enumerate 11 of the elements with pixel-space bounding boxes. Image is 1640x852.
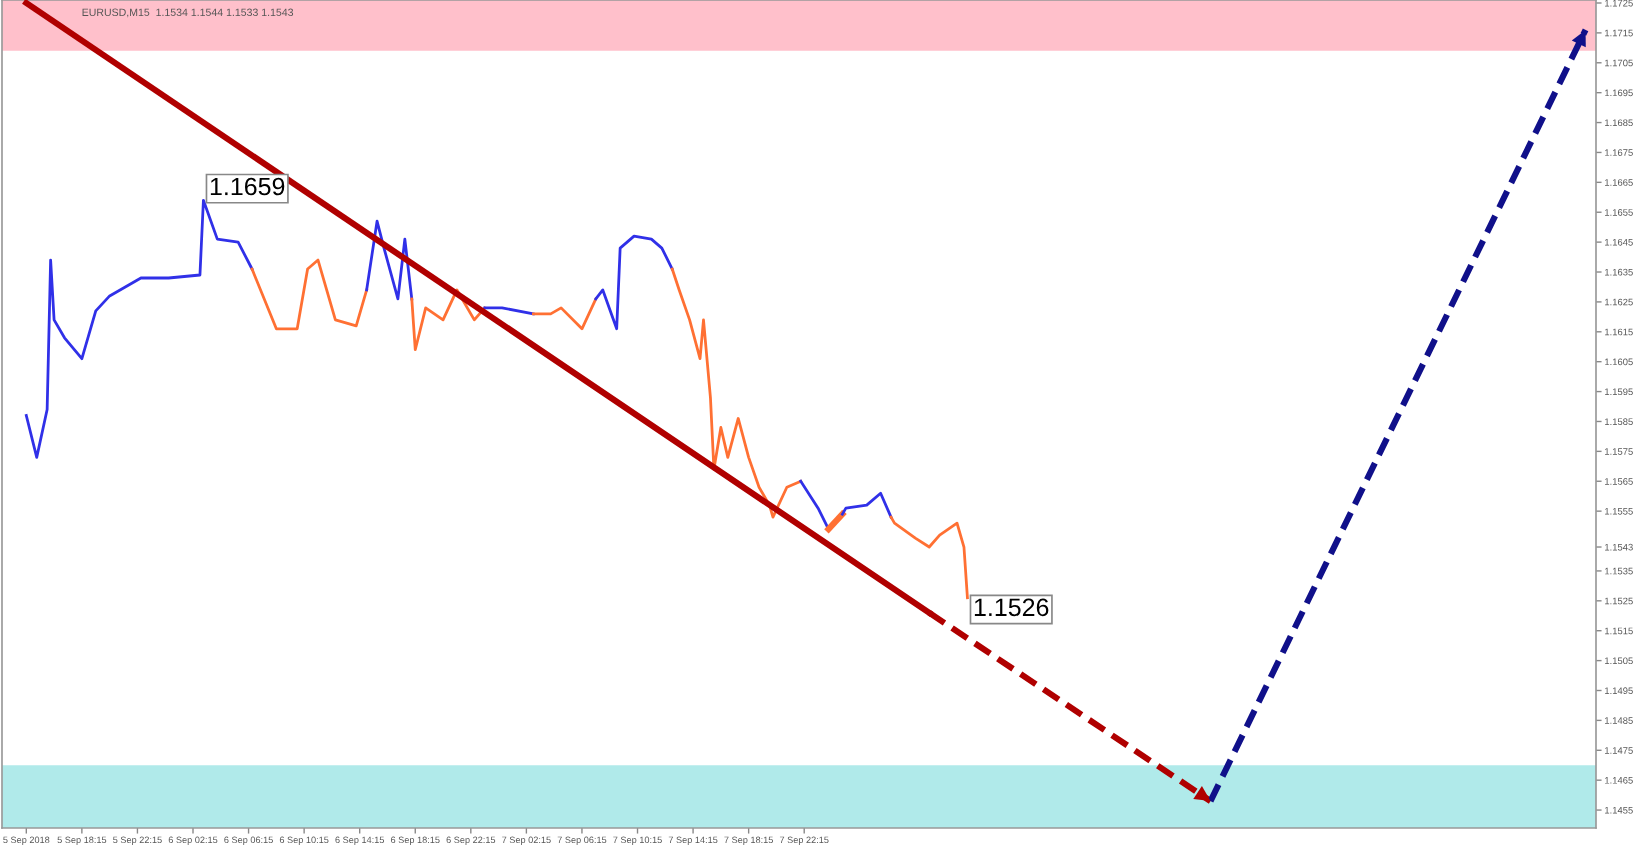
line-series xyxy=(841,491,893,519)
line-series xyxy=(531,297,598,331)
line-series xyxy=(889,515,969,600)
annotation: 1.1659 xyxy=(210,177,285,196)
line-series xyxy=(365,219,414,301)
line-series xyxy=(250,258,369,331)
line-series xyxy=(594,234,674,331)
line-series xyxy=(24,198,254,459)
line-series xyxy=(410,288,487,352)
annotation: 1.1526 xyxy=(974,598,1049,617)
line-series xyxy=(670,267,803,519)
